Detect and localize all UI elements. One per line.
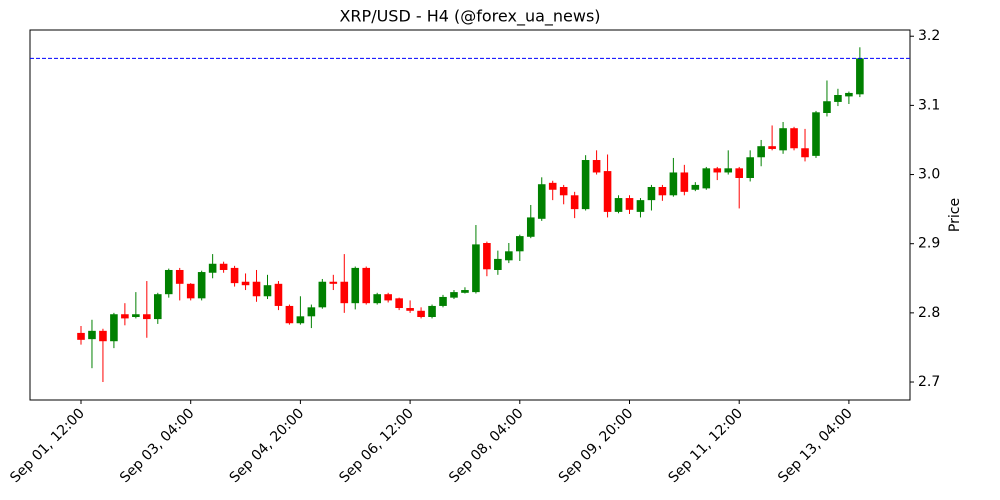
candle-body <box>186 283 195 299</box>
y-axis-label: Price <box>947 198 963 232</box>
y-tick-label: 2.8 <box>918 305 940 321</box>
x-tick-label: Sep 04, 20:00 <box>227 406 308 487</box>
candle-body <box>537 184 546 219</box>
candle-body <box>526 217 535 237</box>
candle-body <box>263 285 272 297</box>
y-tick-label: 2.7 <box>918 374 940 390</box>
candle-body <box>439 296 447 306</box>
candle-body <box>483 243 491 270</box>
candle-body <box>812 112 820 156</box>
candle-body <box>230 267 239 284</box>
candle-body <box>132 314 140 318</box>
candle-body <box>516 236 524 252</box>
candle-body <box>307 307 316 317</box>
x-tick-label: Sep 01, 12:00 <box>7 406 88 487</box>
candle-body <box>285 305 294 324</box>
candle-body <box>406 308 414 311</box>
candle-body <box>581 160 590 210</box>
candle-body <box>340 281 349 304</box>
x-tick-label: Sep 11, 12:00 <box>665 406 746 487</box>
candle-body <box>384 294 392 301</box>
y-tick-label: 3.2 <box>918 28 940 44</box>
candle-body <box>647 186 656 201</box>
candle-body <box>702 168 711 189</box>
candle-body <box>757 146 765 158</box>
candle-body <box>461 290 469 293</box>
candle-body <box>450 292 458 298</box>
candle-body <box>219 263 228 270</box>
candle-body <box>592 160 601 173</box>
candle-body <box>164 269 173 295</box>
candle-body <box>472 244 480 293</box>
candle-body <box>208 263 217 273</box>
chart-title: XRP/USD - H4 (@forex_ua_news) <box>339 7 600 27</box>
candle-body <box>713 168 722 173</box>
candle-body <box>658 186 667 196</box>
candle-body <box>614 198 623 212</box>
x-tick-label: Sep 08, 04:00 <box>446 406 527 487</box>
candle-body <box>779 128 787 151</box>
candle-body <box>373 294 381 304</box>
candle-body <box>197 272 206 299</box>
candle-body <box>153 294 162 320</box>
candle-body <box>691 184 700 190</box>
candle-body <box>856 58 864 95</box>
candle-body <box>669 172 678 196</box>
candle-body <box>636 200 645 212</box>
x-tick-label: Sep 09, 20:00 <box>556 406 637 487</box>
candle-body <box>548 182 557 190</box>
candle-body <box>790 128 798 149</box>
y-tick-label: 3.0 <box>918 167 940 183</box>
candle-body <box>746 157 754 178</box>
candle-body <box>241 281 250 286</box>
candle-body <box>823 101 831 113</box>
candle-body <box>274 283 283 306</box>
candle-body <box>625 198 634 210</box>
y-tick-label: 2.9 <box>918 236 940 252</box>
candle-body <box>428 305 436 318</box>
candle-body <box>175 269 184 284</box>
candle-body <box>395 298 403 309</box>
candle-body <box>77 332 85 340</box>
y-tick-label: 3.1 <box>918 97 940 113</box>
candle-body <box>801 148 809 158</box>
candle-body <box>329 281 338 284</box>
candle-body <box>318 281 327 308</box>
candle-body <box>121 314 129 319</box>
candle-body <box>680 172 689 192</box>
candle-body <box>834 95 842 102</box>
candle-body <box>351 267 360 304</box>
x-tick-label: Sep 06, 12:00 <box>336 406 417 487</box>
candle-body <box>143 314 151 320</box>
plot-frame <box>29 29 911 401</box>
candle-body <box>494 258 502 270</box>
candle-body <box>724 168 733 173</box>
candle-body <box>735 168 743 178</box>
candle-body <box>99 330 107 342</box>
candle-body <box>570 195 579 210</box>
candle-body <box>362 267 371 304</box>
x-tick-label: Sep 03, 04:00 <box>117 406 198 487</box>
candle-body <box>296 316 305 324</box>
candle-body <box>603 171 612 212</box>
candle-body <box>417 310 425 318</box>
candle-body <box>559 186 568 196</box>
candle-body <box>252 281 261 297</box>
candle-body <box>768 146 776 149</box>
candle-body <box>505 251 513 261</box>
candle-body <box>110 314 118 342</box>
candle-body <box>845 92 853 97</box>
candle-body <box>88 330 96 340</box>
x-tick-label: Sep 13, 04:00 <box>775 406 856 487</box>
